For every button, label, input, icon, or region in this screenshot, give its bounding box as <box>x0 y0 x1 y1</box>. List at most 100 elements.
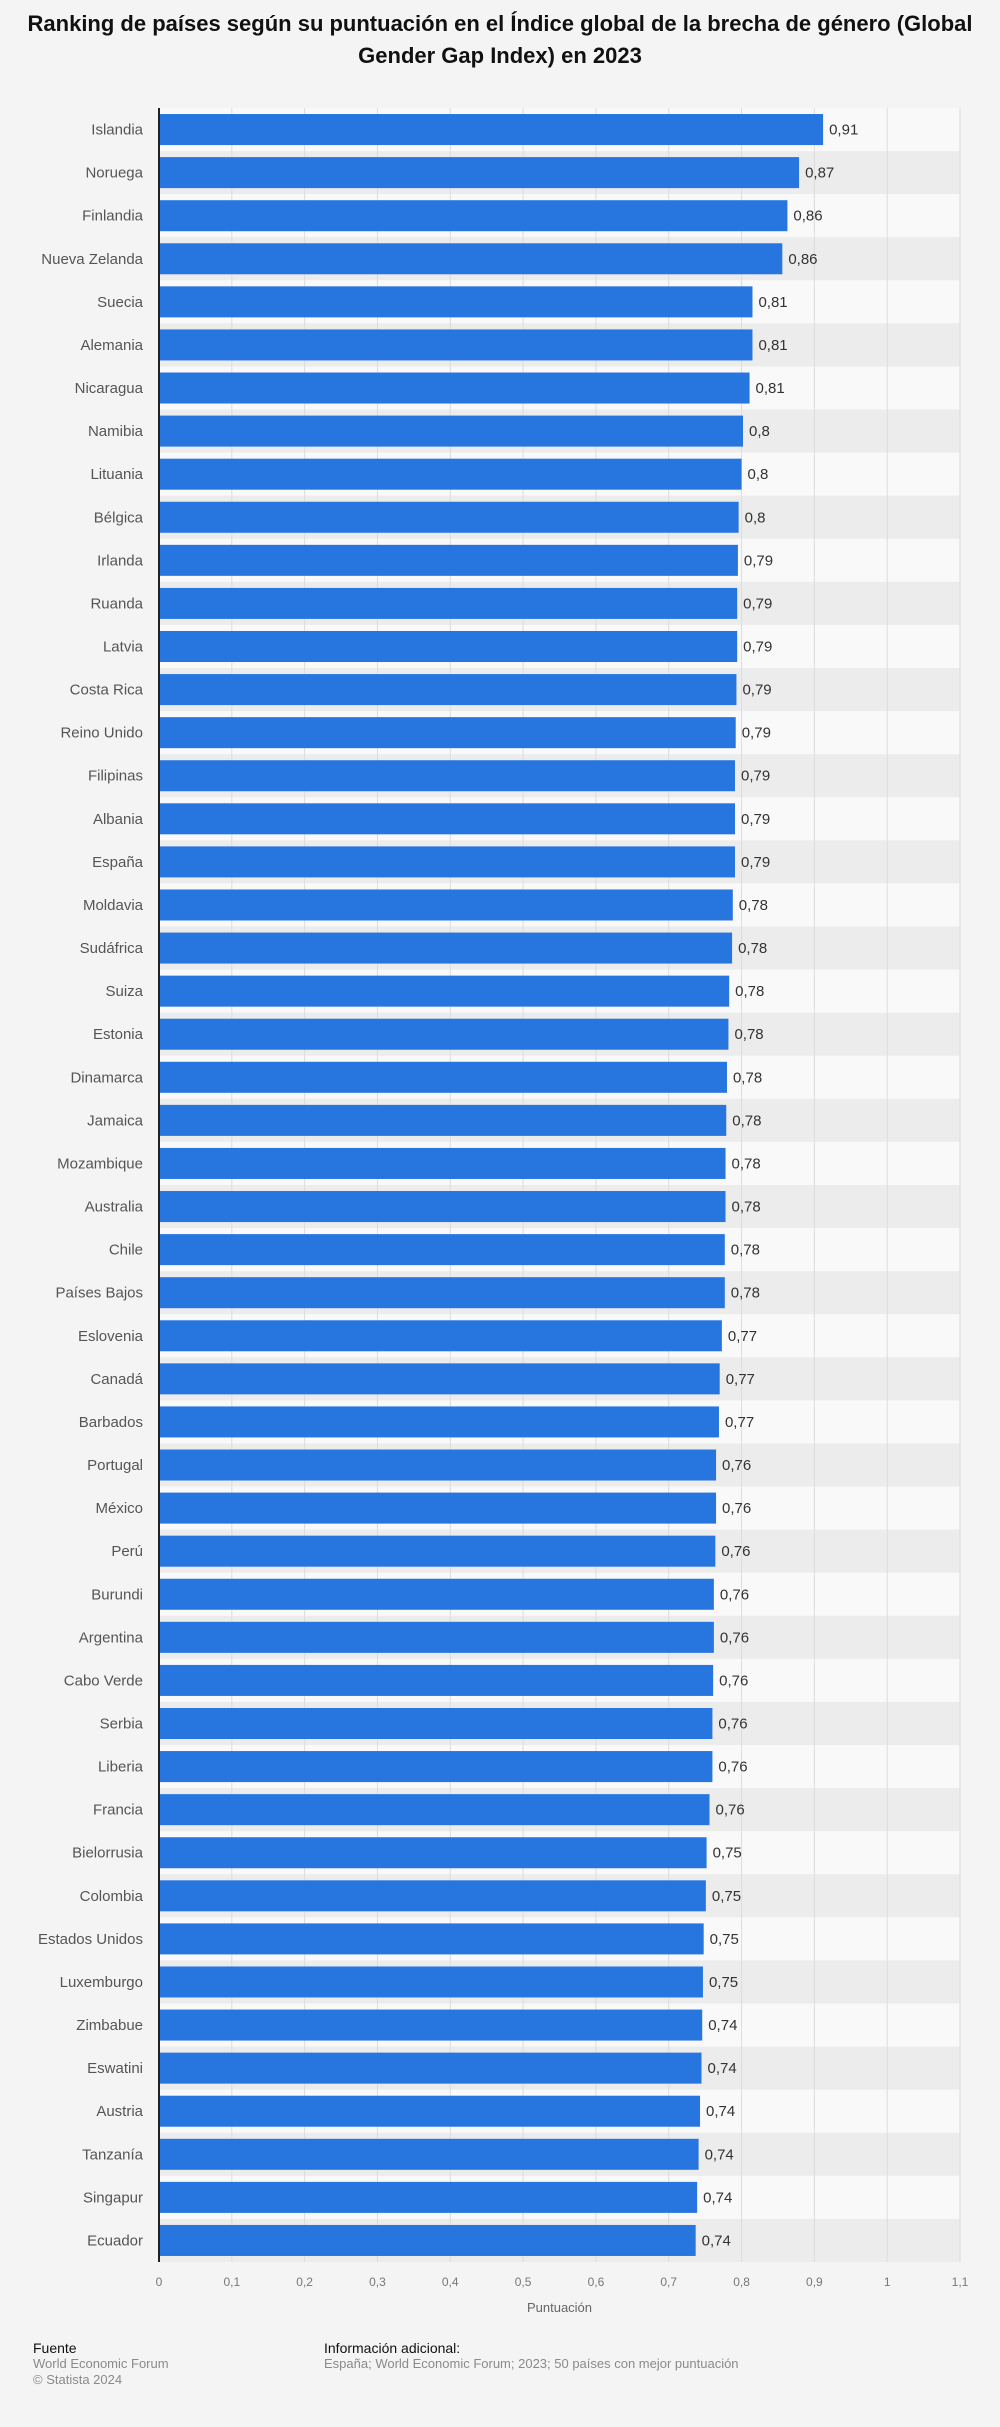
data-label: 0,79 <box>743 595 772 612</box>
category-label: Argentina <box>79 1629 144 1646</box>
data-label: 0,74 <box>708 2017 737 2034</box>
bar[interactable] <box>159 1880 706 1912</box>
bar[interactable] <box>159 415 744 447</box>
category-label: Austria <box>96 2103 143 2120</box>
bar[interactable] <box>159 932 733 964</box>
data-label: 0,78 <box>732 1155 761 1172</box>
x-tick-label: 0,6 <box>588 2275 605 2289</box>
bar[interactable] <box>159 975 730 1007</box>
bar[interactable] <box>159 846 735 878</box>
category-label: Nueva Zelanda <box>41 251 143 268</box>
bar[interactable] <box>159 1147 726 1179</box>
bar[interactable] <box>159 1061 727 1093</box>
bar[interactable] <box>159 2052 702 2084</box>
bar[interactable] <box>159 200 788 232</box>
x-tick-label: 0,7 <box>660 2275 677 2289</box>
category-label: Filipinas <box>88 768 143 785</box>
bar[interactable] <box>159 114 824 146</box>
bar[interactable] <box>159 1406 719 1438</box>
category-label: Latvia <box>103 639 144 656</box>
x-tick-label: 0,5 <box>515 2275 532 2289</box>
x-tick-label: 0,9 <box>806 2275 823 2289</box>
bar[interactable] <box>159 329 753 361</box>
bar[interactable] <box>159 243 783 275</box>
bar[interactable] <box>159 1492 717 1524</box>
category-label: Dinamarca <box>70 1069 143 1086</box>
bar[interactable] <box>159 1363 720 1395</box>
data-label: 0,76 <box>716 1802 745 1819</box>
bar[interactable] <box>159 1018 729 1050</box>
bar[interactable] <box>159 2224 696 2256</box>
bar[interactable] <box>159 1535 716 1567</box>
bar[interactable] <box>159 2009 703 2041</box>
category-label: Eswatini <box>87 2060 143 2077</box>
bar[interactable] <box>159 803 735 835</box>
data-label: 0,75 <box>710 1931 739 1948</box>
bar[interactable] <box>159 674 737 706</box>
data-label: 0,87 <box>805 165 834 182</box>
category-label: Liberia <box>98 1759 144 1776</box>
category-label: Reino Unido <box>60 725 143 742</box>
source-text[interactable]: World Economic Forum <box>33 2356 169 2371</box>
category-label: Suiza <box>105 983 143 1000</box>
data-label: 0,76 <box>718 1759 747 1776</box>
data-label: 0,78 <box>731 1285 760 1302</box>
bar[interactable] <box>159 286 753 318</box>
data-label: 0,75 <box>712 1888 741 1905</box>
bar[interactable] <box>159 372 750 404</box>
data-label: 0,76 <box>720 1586 749 1603</box>
bar[interactable] <box>159 630 738 663</box>
category-label: Cabo Verde <box>64 1672 143 1689</box>
bar[interactable] <box>159 1578 714 1610</box>
category-label: Barbados <box>79 1414 143 1431</box>
bar[interactable] <box>159 760 735 792</box>
data-label: 0,79 <box>742 682 771 699</box>
data-label: 0,78 <box>732 1112 761 1129</box>
bar[interactable] <box>159 1923 704 1955</box>
bar[interactable] <box>159 1621 714 1653</box>
bar[interactable] <box>159 544 738 576</box>
bar[interactable] <box>159 1664 714 1696</box>
bar[interactable] <box>159 2095 701 2127</box>
bar[interactable] <box>159 1320 722 1352</box>
bar[interactable] <box>159 1707 713 1740</box>
bar[interactable] <box>159 717 736 749</box>
x-tick-label: 0 <box>156 2275 163 2289</box>
x-tick-label: 1 <box>884 2275 891 2289</box>
data-label: 0,78 <box>731 1242 760 1259</box>
category-label: México <box>95 1500 143 1517</box>
category-label: Australia <box>85 1199 144 1216</box>
bar[interactable] <box>159 458 742 490</box>
bar[interactable] <box>159 1966 703 1998</box>
category-label: Finlandia <box>82 208 144 225</box>
category-label: Alemania <box>80 337 143 354</box>
bar[interactable] <box>159 2181 698 2213</box>
data-label: 0,8 <box>745 509 766 526</box>
bar[interactable] <box>159 1277 725 1309</box>
bar[interactable] <box>159 1449 717 1481</box>
bar[interactable] <box>159 587 738 619</box>
bar[interactable] <box>159 1794 710 1826</box>
bar[interactable] <box>159 501 739 533</box>
category-label: Estados Unidos <box>38 1931 143 1948</box>
data-label: 0,78 <box>733 1069 762 1086</box>
category-label: Noruega <box>85 165 143 182</box>
data-label: 0,8 <box>748 466 769 483</box>
bar[interactable] <box>159 1234 725 1266</box>
bar[interactable] <box>159 1104 727 1136</box>
category-label: Serbia <box>100 1716 144 1733</box>
x-tick-label: 0,1 <box>223 2275 240 2289</box>
copyright-text[interactable]: © Statista 2024 <box>33 2372 123 2387</box>
bar[interactable] <box>159 1837 707 1869</box>
bar[interactable] <box>159 2138 699 2170</box>
bar[interactable] <box>159 157 800 189</box>
category-label: Canadá <box>90 1371 143 1388</box>
data-label: 0,77 <box>725 1414 754 1431</box>
bar[interactable] <box>159 1191 726 1223</box>
category-label: Luxemburgo <box>60 1974 143 1991</box>
data-label: 0,76 <box>719 1672 748 1689</box>
bar[interactable] <box>159 889 733 921</box>
bar[interactable] <box>159 1751 713 1783</box>
category-label: Eslovenia <box>78 1328 144 1345</box>
